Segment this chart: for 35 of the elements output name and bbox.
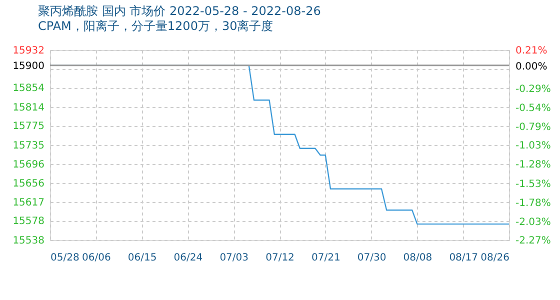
- y2-tick-label: 0.21%: [516, 46, 548, 56]
- y-tick-label: 15578: [12, 216, 44, 228]
- x-tick-label: 06/15: [128, 252, 157, 264]
- y2-tick-label: -1.53%: [516, 178, 551, 190]
- x-tick-label: 07/21: [311, 252, 340, 264]
- x-tick-label: 07/12: [266, 252, 294, 264]
- chart-subtitle: CPAM，阳离子，分子量1200万，30离子度: [38, 19, 274, 33]
- y-tick-label: 15696: [12, 159, 44, 170]
- y2-tick-label: -1.28%: [516, 160, 551, 171]
- y-tick-label: 15932: [12, 46, 44, 56]
- y2-tick-label: -0.54%: [516, 102, 551, 114]
- y2-tick-label: -1.78%: [516, 198, 551, 209]
- chart-title: 聚丙烯酰胺 国内 市场价 2022-05-28 - 2022-08-26: [38, 4, 321, 18]
- x-tick-label: 07/03: [220, 252, 249, 264]
- y2-tick-label: -2.27%: [516, 236, 551, 246]
- y2-tick-label: -0.29%: [516, 84, 551, 95]
- y2-tick-label: 0.00%: [516, 62, 548, 73]
- y2-tick-label: -2.03%: [516, 217, 551, 228]
- y-tick-label: 15900: [12, 60, 44, 72]
- x-tick-label: 06/24: [174, 252, 203, 264]
- y-tick-label: 15735: [12, 140, 44, 152]
- x-tick-label: 08/08: [403, 252, 432, 264]
- x-tick-label: 07/30: [357, 252, 386, 264]
- y-tick-label: 15854: [12, 83, 44, 94]
- x-tick-label: 06/06: [82, 252, 111, 264]
- y-tick-label: 15538: [12, 236, 44, 246]
- x-tick-label: 08/17: [449, 252, 478, 264]
- y-tick-label: 15775: [12, 121, 44, 132]
- y2-tick-label: -1.03%: [516, 140, 551, 152]
- y-tick-label: 15617: [12, 197, 44, 208]
- x-tick-label: 08/26: [480, 252, 510, 264]
- y-tick-label: 15814: [12, 102, 44, 114]
- y2-tick-label: -0.79%: [516, 122, 551, 134]
- y-tick-label: 15656: [12, 178, 44, 190]
- x-tick-label: 05/28: [50, 252, 80, 264]
